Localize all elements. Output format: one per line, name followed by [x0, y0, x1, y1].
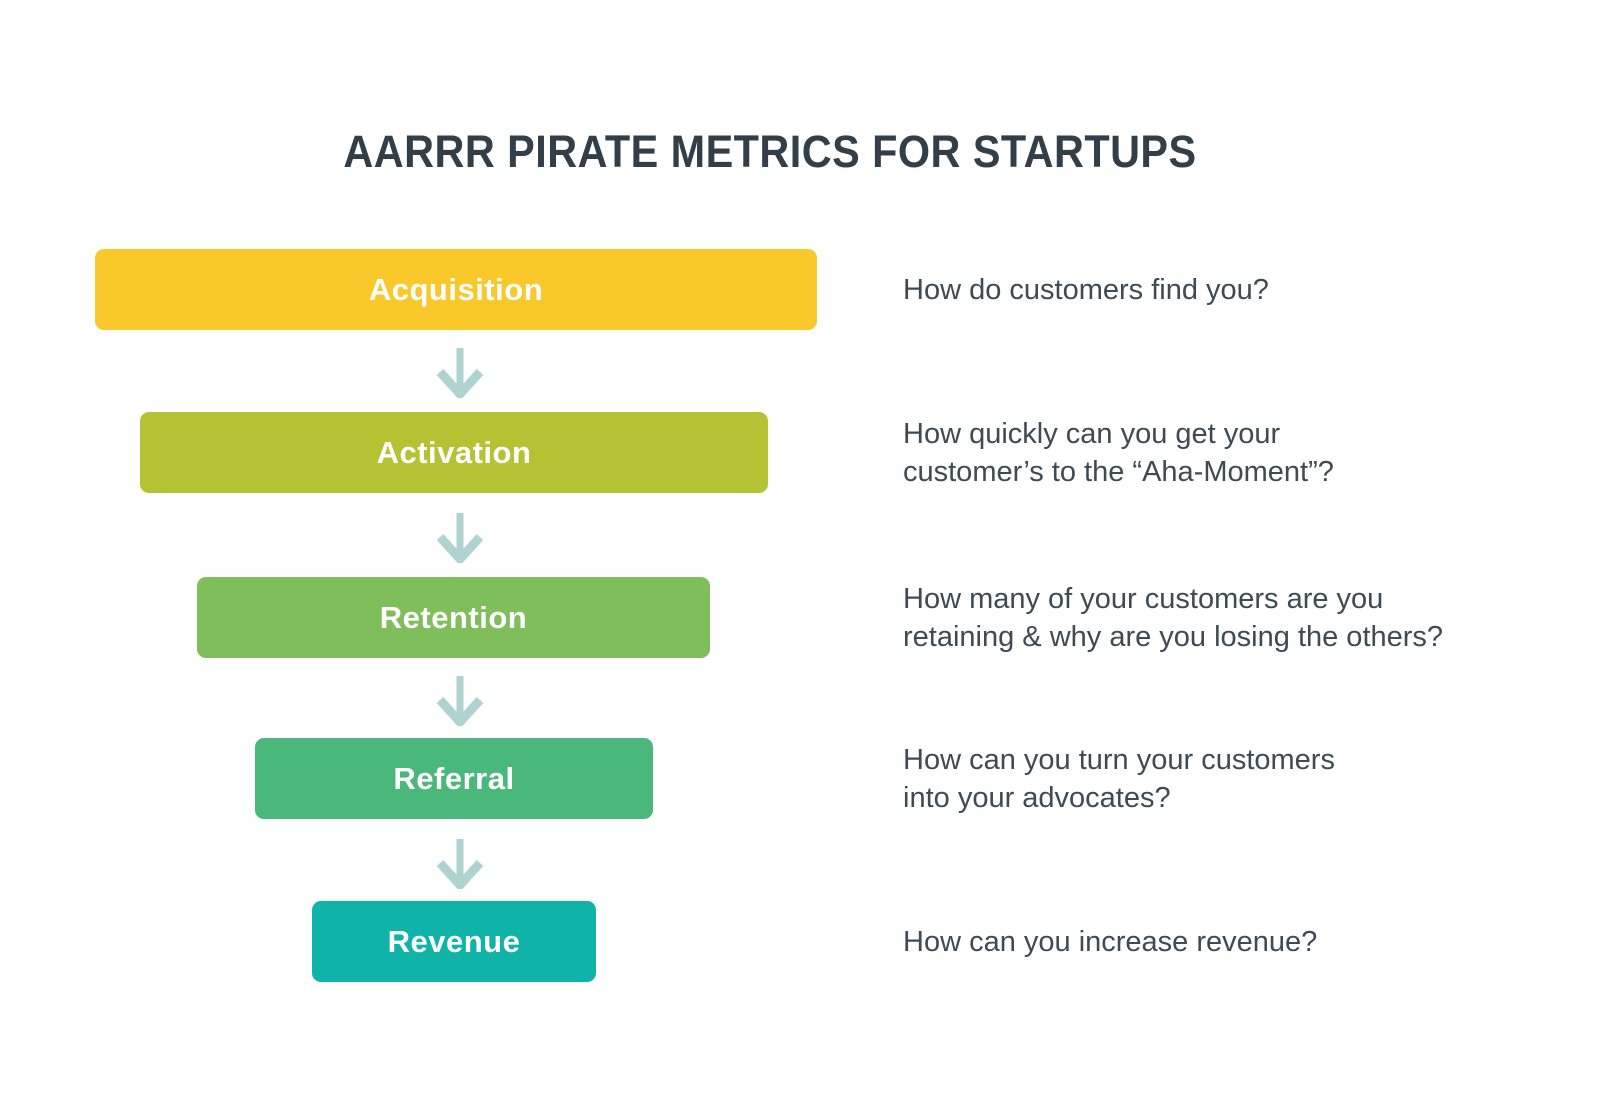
- description-line: How can you turn your customers: [903, 743, 1335, 776]
- down-arrow-icon: [436, 837, 484, 889]
- down-arrow-icon: [436, 346, 484, 398]
- down-arrow-icon: [436, 511, 484, 563]
- page-title: AARRR PIRATE METRICS FOR STARTUPS: [343, 126, 1197, 178]
- stage-description-acquisition: How do customers find you?: [903, 249, 1563, 330]
- down-arrow-icon: [436, 674, 484, 726]
- funnel-stage-label: Acquisition: [368, 271, 544, 307]
- description-line: How can you increase revenue?: [903, 925, 1318, 958]
- description-line: into your advocates?: [903, 781, 1171, 814]
- stage-description-activation: How quickly can you get your customer’s …: [903, 412, 1563, 493]
- funnel-stage-retention: Retention: [197, 577, 710, 658]
- funnel-stage-acquisition: Acquisition: [95, 249, 817, 330]
- stage-description-revenue: How can you increase revenue?: [903, 901, 1563, 982]
- description-line: retaining & why are you losing the other…: [903, 620, 1444, 653]
- funnel-stage-revenue: Revenue: [312, 901, 596, 982]
- description-line: How quickly can you get your: [903, 417, 1281, 450]
- funnel-stage-label: Activation: [376, 434, 532, 470]
- description-line: How many of your customers are you: [903, 582, 1384, 615]
- stage-description-referral: How can you turn your customers into you…: [903, 738, 1563, 819]
- funnel-stage-label: Revenue: [387, 923, 521, 959]
- funnel-stage-referral: Referral: [255, 738, 653, 819]
- description-line: How do customers find you?: [903, 273, 1269, 306]
- funnel-stage-activation: Activation: [140, 412, 768, 493]
- funnel-stage-label: Retention: [379, 599, 528, 635]
- funnel-stage-label: Referral: [393, 760, 515, 796]
- stage-description-retention: How many of your customers are you retai…: [903, 577, 1563, 658]
- description-line: customer’s to the “Aha-Moment”?: [903, 455, 1334, 488]
